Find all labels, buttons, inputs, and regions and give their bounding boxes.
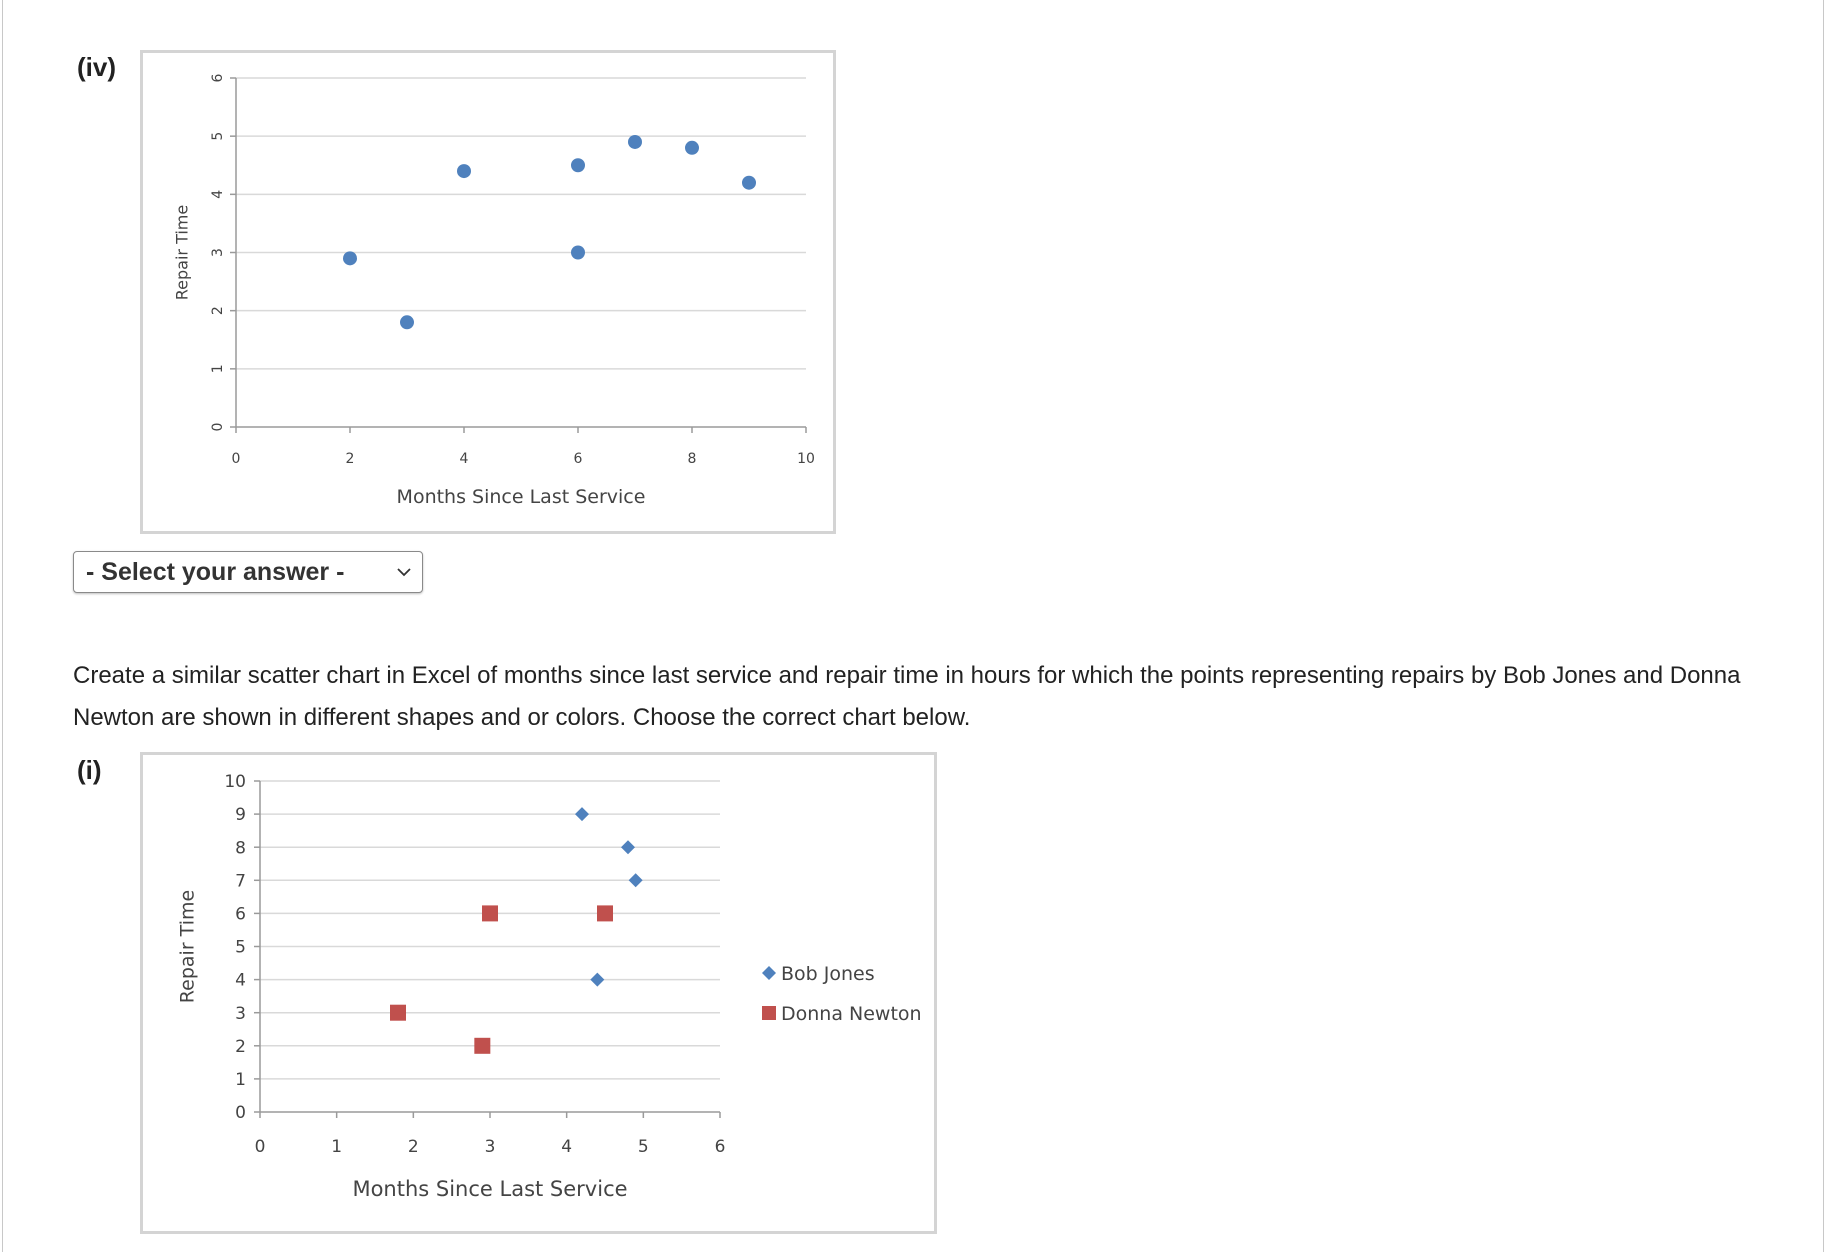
- chart-iv-svg: 0 1 2 3 4 5 6 0 2 4 6 8 10 Months Since Last Service R…: [173, 73, 815, 508]
- y-tick-label: 9: [235, 805, 246, 825]
- y-tick-label: 3: [210, 248, 226, 257]
- y-tick-label: 1: [235, 1070, 246, 1090]
- x-tick-label: 10: [797, 451, 815, 467]
- legend-marker-bob-jones: [762, 966, 776, 980]
- legend-label-bob-jones: Bob Jones: [781, 963, 875, 985]
- x-tick-label: 0: [255, 1137, 266, 1157]
- x-tick-label: 6: [574, 451, 583, 467]
- y-tick-label: 1: [210, 364, 226, 373]
- data-point-bob-jones: [621, 840, 635, 855]
- data-point-donna-newton: [474, 1037, 491, 1054]
- x-tick-label: 1: [331, 1137, 342, 1157]
- question-text: Create a similar scatter chart in Excel …: [73, 662, 1741, 731]
- data-point-repairs: [742, 175, 756, 190]
- option-label-iv: (iv): [77, 52, 116, 82]
- data-point-donna-newton: [482, 905, 498, 922]
- x-tick-label: 3: [485, 1137, 496, 1157]
- data-point-repairs: [571, 245, 585, 260]
- x-tick-label: 4: [460, 451, 469, 467]
- data-point-repairs: [457, 164, 471, 179]
- y-tick-label: 4: [235, 971, 246, 991]
- data-point-repairs: [571, 158, 585, 173]
- y-tick-label: 0: [235, 1103, 246, 1123]
- y-tick-label: 2: [235, 1037, 246, 1057]
- answer-select[interactable]: - Select your answer -: [73, 551, 423, 593]
- y-tick-label: 0: [210, 423, 226, 432]
- answer-select-label: - Select your answer -: [86, 557, 345, 586]
- data-point-bob-jones: [628, 873, 643, 888]
- data-point-bob-jones: [575, 807, 589, 822]
- x-axis-title: Months Since Last Service: [397, 486, 646, 508]
- chart-iv: 0 1 2 3 4 5 6 0 2 4 6 8 10 Months Since Last Service R…: [140, 50, 836, 534]
- x-tick-label: 4: [561, 1137, 572, 1157]
- chart-i-svg: 0 1 2 3 4 5 6 7 8 9 10 0 1 2 3 4 5 6 Months Since Last Ser…: [177, 772, 922, 1201]
- option-label-i: (i): [77, 755, 102, 785]
- data-point-repairs: [628, 134, 642, 149]
- x-tick-label: 5: [638, 1137, 649, 1157]
- y-axis-title: Repair Time: [173, 205, 192, 300]
- x-tick-label: 2: [346, 451, 355, 467]
- data-point-donna-newton: [597, 905, 613, 922]
- data-point-bob-jones: [590, 972, 605, 987]
- chevron-down-icon: [397, 568, 411, 577]
- data-point-repairs: [400, 315, 414, 330]
- chart-i: 0 1 2 3 4 5 6 7 8 9 10 0 1 2 3 4 5 6 Months Since Last Ser…: [140, 752, 937, 1234]
- y-tick-label: 2: [210, 306, 226, 315]
- y-tick-label: 7: [235, 871, 246, 891]
- data-point-donna-newton: [390, 1004, 406, 1021]
- x-tick-label: 2: [408, 1137, 419, 1157]
- y-tick-label: 10: [224, 772, 246, 792]
- y-axis-title: Repair Time: [177, 890, 199, 1003]
- y-tick-label: 4: [210, 190, 226, 199]
- y-tick-label: 6: [210, 73, 226, 82]
- y-tick-label: 5: [210, 132, 226, 141]
- x-axis-title: Months Since Last Service: [352, 1177, 627, 1201]
- x-tick-label: 0: [232, 451, 241, 467]
- legend-marker-donna-newton: [762, 1006, 776, 1020]
- y-tick-label: 8: [235, 838, 246, 858]
- data-point-repairs: [685, 140, 699, 155]
- y-tick-label: 5: [235, 938, 246, 958]
- y-tick-label: 6: [235, 905, 246, 925]
- data-point-repairs: [343, 251, 357, 266]
- y-tick-label: 3: [235, 1004, 246, 1024]
- x-tick-label: 8: [688, 451, 697, 467]
- legend-label-donna-newton: Donna Newton: [781, 1003, 922, 1025]
- x-tick-label: 6: [715, 1137, 726, 1157]
